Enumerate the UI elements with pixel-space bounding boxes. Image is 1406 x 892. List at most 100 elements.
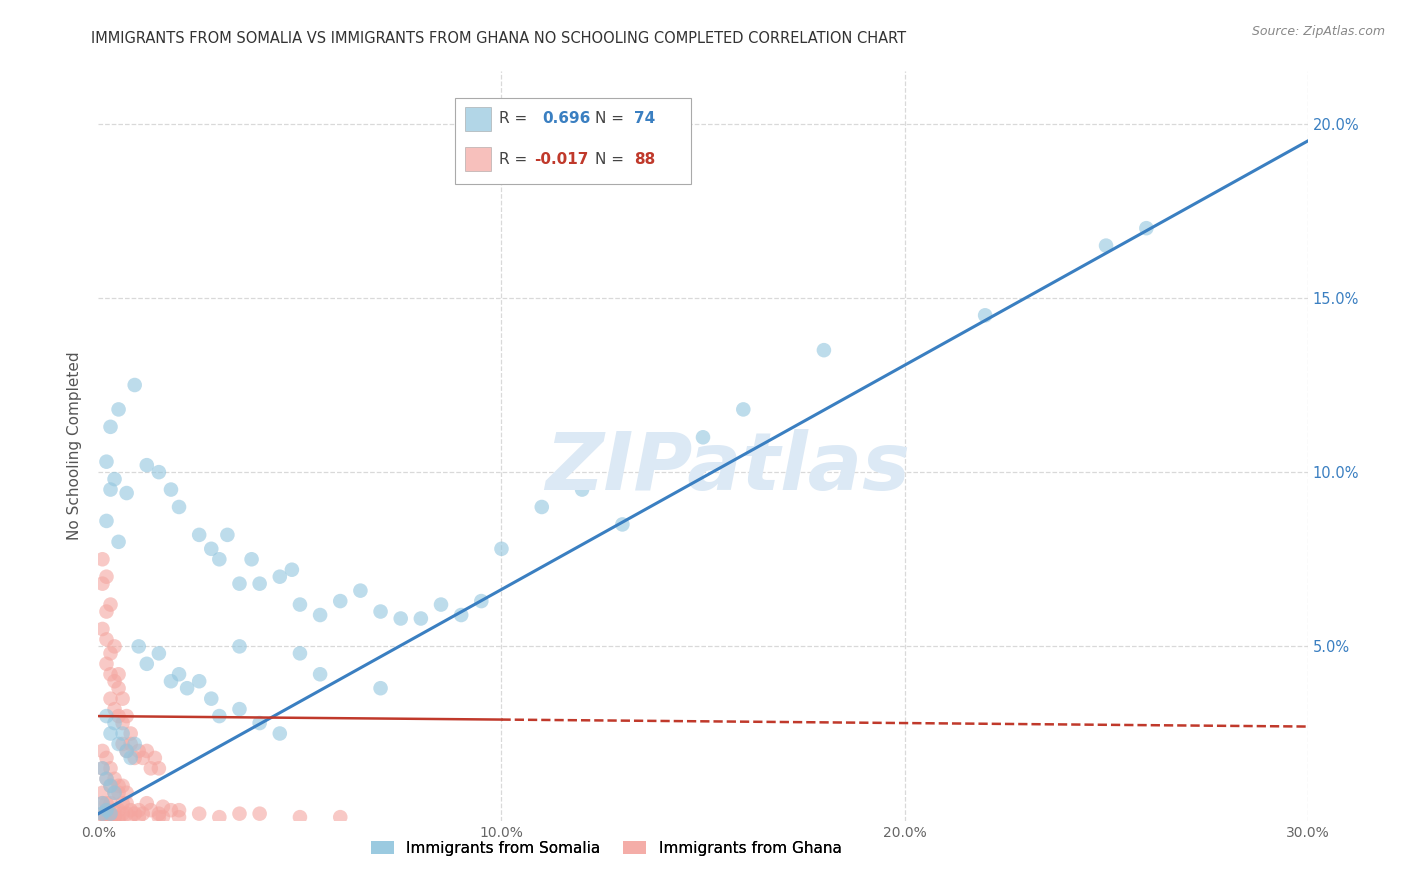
Point — [103, 674, 125, 689]
Point — [128, 744, 150, 758]
Point — [152, 799, 174, 814]
Point — [120, 726, 142, 740]
Point — [103, 803, 125, 817]
Point — [111, 806, 134, 821]
Point — [103, 786, 125, 800]
Point — [103, 814, 125, 828]
Point — [1095, 238, 1118, 252]
Point — [107, 737, 129, 751]
Point — [470, 594, 492, 608]
Point — [115, 486, 138, 500]
Point — [120, 803, 142, 817]
Point — [120, 810, 142, 824]
Point — [96, 709, 118, 723]
Point — [115, 744, 138, 758]
Point — [96, 814, 118, 828]
Point — [692, 430, 714, 444]
Point — [96, 772, 118, 786]
Point — [103, 640, 125, 654]
Legend: Immigrants from Somalia, Immigrants from Ghana: Immigrants from Somalia, Immigrants from… — [366, 834, 848, 862]
Point — [96, 803, 118, 817]
Point — [91, 761, 114, 775]
Point — [91, 552, 114, 566]
Point — [100, 598, 122, 612]
Point — [200, 691, 222, 706]
Point — [96, 751, 118, 765]
Point — [107, 402, 129, 417]
Point — [143, 751, 166, 765]
Point — [409, 611, 432, 625]
Point — [107, 779, 129, 793]
Text: 0.696: 0.696 — [543, 112, 591, 126]
Point — [733, 402, 755, 417]
Text: 74: 74 — [634, 112, 655, 126]
Point — [450, 607, 472, 622]
Point — [96, 632, 118, 647]
Point — [160, 483, 183, 497]
Text: N =: N = — [595, 152, 630, 167]
Point — [813, 343, 835, 358]
FancyBboxPatch shape — [456, 97, 690, 184]
Point — [148, 806, 170, 821]
Point — [288, 810, 311, 824]
Point — [100, 814, 122, 828]
Point — [309, 667, 332, 681]
Point — [135, 458, 157, 472]
Text: ZIPatlas: ZIPatlas — [544, 429, 910, 508]
Point — [96, 570, 118, 584]
Point — [128, 810, 150, 824]
Point — [111, 691, 134, 706]
Point — [612, 517, 634, 532]
Point — [281, 563, 304, 577]
Bar — [465, 106, 492, 130]
Point — [188, 528, 211, 542]
Point — [103, 472, 125, 486]
Point — [228, 576, 250, 591]
Point — [329, 594, 352, 608]
Point — [139, 803, 162, 817]
Point — [107, 534, 129, 549]
Point — [91, 810, 114, 824]
Point — [228, 702, 250, 716]
Point — [115, 709, 138, 723]
Point — [329, 810, 352, 824]
Point — [111, 737, 134, 751]
Point — [115, 796, 138, 810]
Point — [103, 786, 125, 800]
Point — [208, 709, 231, 723]
Point — [249, 576, 271, 591]
Point — [269, 726, 291, 740]
Point — [91, 786, 114, 800]
Point — [91, 576, 114, 591]
Point — [91, 806, 114, 821]
Point — [96, 772, 118, 786]
Point — [107, 810, 129, 824]
Point — [135, 796, 157, 810]
Point — [100, 796, 122, 810]
Point — [107, 709, 129, 723]
Point — [389, 611, 412, 625]
Text: -0.017: -0.017 — [534, 152, 588, 167]
Point — [974, 308, 997, 322]
Point — [103, 702, 125, 716]
Point — [103, 810, 125, 824]
Point — [96, 657, 118, 671]
Point — [100, 806, 122, 821]
Point — [124, 378, 146, 392]
Point — [100, 761, 122, 775]
Point — [349, 583, 371, 598]
Point — [111, 779, 134, 793]
Point — [208, 552, 231, 566]
Point — [309, 607, 332, 622]
Point — [91, 806, 114, 821]
Point — [100, 726, 122, 740]
Point — [167, 500, 190, 514]
Point — [160, 803, 183, 817]
Point — [148, 465, 170, 479]
Point — [91, 744, 114, 758]
Point — [217, 528, 239, 542]
Point — [100, 646, 122, 660]
Point — [124, 751, 146, 765]
Point — [115, 806, 138, 821]
Point — [132, 751, 155, 765]
